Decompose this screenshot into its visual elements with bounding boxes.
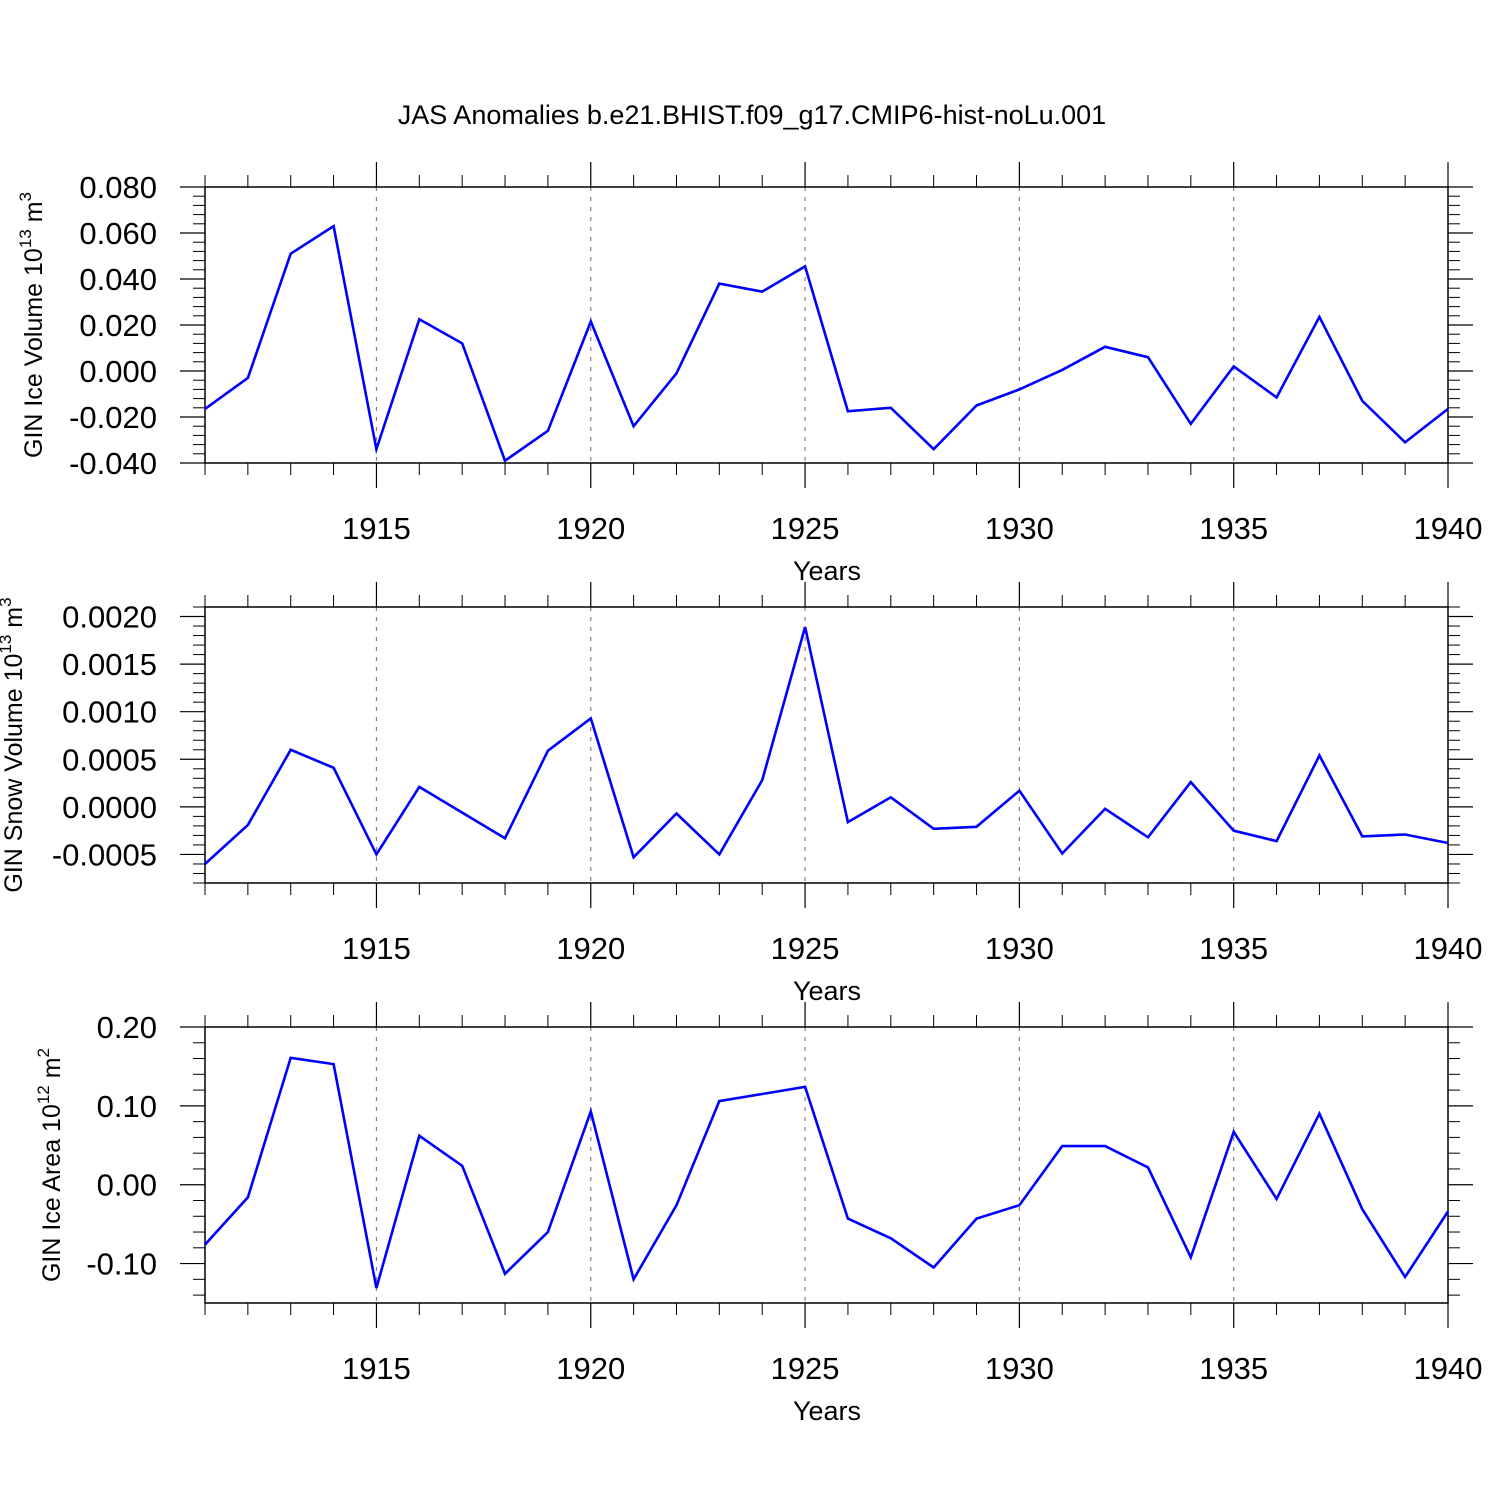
y-axis-label-unit: m: [38, 1057, 66, 1085]
plot-frame: [204, 606, 1449, 884]
y-axis-label: GIN Snow Volume 1013 m3: [0, 597, 28, 892]
y-tick-label: 0.060: [79, 216, 157, 251]
y-tick-label: -0.10: [86, 1247, 157, 1282]
y-axis-label-unit-exponent: 2: [34, 1048, 53, 1057]
x-tick-label: 1930: [985, 931, 1054, 966]
y-tick-label: 0.0005: [62, 742, 157, 777]
x-tick-label: 1915: [342, 931, 411, 966]
panel-3: -0.10 0.00 0.10 0.20 1915 1920 1925 1930 1935 194…: [34, 1002, 1482, 1426]
y-axis-label: GIN Ice Area 1012 m2: [34, 1048, 66, 1282]
y-tick-label: 0.0015: [62, 647, 157, 682]
y-tick-label: 0.0020: [62, 600, 157, 635]
x-tick-label: 1925: [771, 1351, 840, 1386]
series-line: [204, 1056, 1450, 1289]
y-tick-label: 0.00: [97, 1168, 157, 1203]
y-axis-label-text: GIN Snow Volume 10: [0, 654, 28, 893]
x-tick-label: 1915: [342, 1351, 411, 1386]
x-tick-label: 1935: [1199, 511, 1268, 546]
x-axis-label: Years: [793, 1396, 861, 1426]
y-axis-label: GIN Ice Volume 1013 m3: [16, 192, 48, 458]
y-tick-label: 0.000: [79, 354, 157, 389]
y-tick-label: -0.020: [69, 400, 157, 435]
series-line: [204, 223, 1449, 463]
plot-frame: [204, 186, 1449, 464]
y-axis-label-text: GIN Ice Volume 10: [20, 248, 48, 458]
y-tick-label: 0.020: [79, 308, 157, 343]
x-tick-label: 1930: [985, 1351, 1054, 1386]
series-line: [204, 626, 1449, 865]
y-tick-label: 0.080: [79, 170, 157, 205]
y-tick-label: 0.10: [97, 1089, 157, 1124]
x-tick-label: 1940: [1414, 1351, 1483, 1386]
x-tick-label: 1920: [556, 511, 625, 546]
plot-frame: [204, 1026, 1449, 1304]
y-tick-label: 0.0000: [62, 790, 157, 825]
x-tick-label: 1930: [985, 511, 1054, 546]
x-tick-label: 1915: [342, 511, 411, 546]
y-tick-label: 0.20: [97, 1010, 157, 1045]
panel-1: -0.040 -0.020 0.000 0.020 0.040 0.060 0.080 191…: [16, 162, 1482, 586]
y-tick-label: 0.0010: [62, 695, 157, 730]
y-tick-label: -0.0005: [52, 837, 157, 872]
y-tick-label: 0.040: [79, 262, 157, 297]
x-tick-label: 1935: [1199, 931, 1268, 966]
y-axis-label-text: GIN Ice Area 10: [38, 1104, 66, 1282]
panel-2: -0.0005 0.0000 0.0005 0.0010 0.0015 0.0020 191…: [0, 582, 1482, 1006]
x-tick-label: 1920: [556, 931, 625, 966]
x-axis-label: Years: [793, 556, 861, 586]
y-axis-label-unit-exponent: 3: [0, 597, 15, 606]
y-axis-label-unit: m: [0, 607, 28, 635]
chart-title: JAS Anomalies b.e21.BHIST.f09_g17.CMIP6-…: [398, 100, 1106, 130]
y-tick-label: -0.040: [69, 446, 157, 481]
x-tick-label: 1925: [771, 931, 840, 966]
y-axis-label-unit: m: [20, 201, 48, 229]
y-axis-label-exponent: 12: [34, 1085, 53, 1104]
x-tick-label: 1920: [556, 1351, 625, 1386]
x-tick-label: 1940: [1414, 931, 1483, 966]
y-axis-label-unit-exponent: 3: [16, 192, 35, 201]
x-tick-label: 1925: [771, 511, 840, 546]
y-axis-label-exponent: 13: [0, 635, 15, 654]
x-axis-label: Years: [793, 976, 861, 1006]
y-axis-label-exponent: 13: [16, 229, 35, 248]
x-tick-label: 1935: [1199, 1351, 1268, 1386]
x-tick-label: 1940: [1414, 511, 1483, 546]
